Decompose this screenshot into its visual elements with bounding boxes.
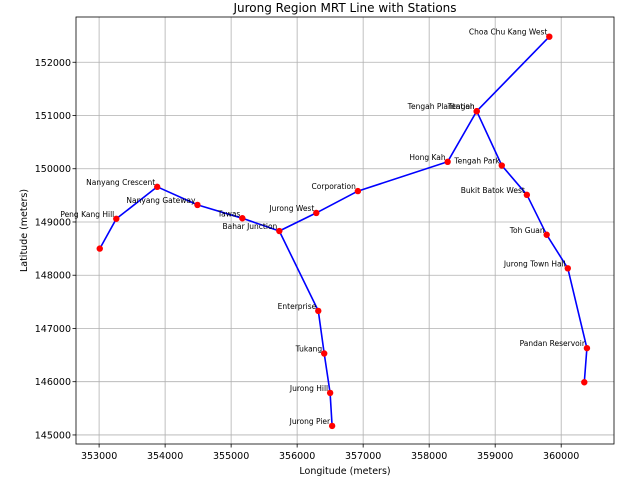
axis-ticks: 353000 354000 355000 356000 357000 358000 3590… [35,58,580,462]
y-tick-label: 150000 [35,164,71,175]
station-label: Toh Guan [509,226,545,235]
x-axis-label: Longitude (meters) [299,466,390,477]
station-marker [326,389,334,397]
station-label: Bukit Batok West [461,186,525,195]
y-axis-label: Latitude (meters) [19,189,30,272]
station-label: Jurong Hill [289,384,328,393]
station-label: Enterprise [278,302,317,311]
grid-lines [76,17,614,444]
station-label: Jurong Pier [289,417,331,426]
y-tick-label: 148000 [35,271,71,282]
y-tick-label: 147000 [35,324,71,335]
x-tick-label: 356000 [279,451,315,462]
station-label: Tengah Park [453,157,500,166]
station-label: Tawas [217,209,241,218]
station-label: Tukang [295,344,323,353]
y-tick-label: 152000 [35,58,71,69]
station-label: Jurong Town Hall [503,259,566,268]
x-tick-label: 353000 [81,451,117,462]
station-marker [276,227,283,235]
station-label: Hong Kah [409,153,446,162]
y-tick-label: 146000 [35,377,71,388]
station-marker [473,108,480,115]
station-label: Peng Kang Hill [60,210,114,219]
chart-title: Jurong Region MRT Line with Stations [232,1,456,15]
y-tick-label: 151000 [35,111,71,122]
station-marker [498,162,505,169]
station-marker [113,215,120,222]
station-label: Jurong West [268,204,314,213]
station-marker [328,422,336,430]
x-tick-label: 358000 [411,451,447,462]
station-marker [581,379,588,386]
station-label: Tengah [447,102,475,111]
station-marker [321,350,328,357]
station-marker [543,231,550,238]
route-line [99,36,550,249]
y-tick-label: 149000 [35,217,71,228]
station-label: Corporation [312,182,357,191]
plot-frame [75,16,615,445]
station-marker [153,183,161,191]
station-label: Nanyang Gateway [126,196,196,205]
y-tick-label: 145000 [35,430,71,441]
station-label: Tengah Plantation [407,102,475,111]
x-tick-label: 354000 [147,451,183,462]
station-label: Nanyang Crescent [86,178,155,187]
station-marker [315,307,322,315]
station-label: Pandan Reservoir [520,339,586,348]
station-marker [564,265,571,272]
station-marker [583,344,591,352]
station-marker [313,209,320,217]
station-marker [96,245,103,252]
x-tick-label: 359000 [477,451,513,462]
station-marker [523,191,531,199]
station-markers [96,33,591,430]
x-tick-label: 357000 [345,451,381,462]
station-marker [444,158,451,166]
x-tick-label: 355000 [213,451,249,462]
station-label: Bahar Junction [223,222,278,231]
station-marker [546,33,553,40]
station-marker [194,201,201,209]
station-label: Choa Chu Kang West [469,28,547,37]
x-tick-label: 360000 [543,451,579,462]
station-marker [354,187,362,195]
station-marker [239,215,246,222]
